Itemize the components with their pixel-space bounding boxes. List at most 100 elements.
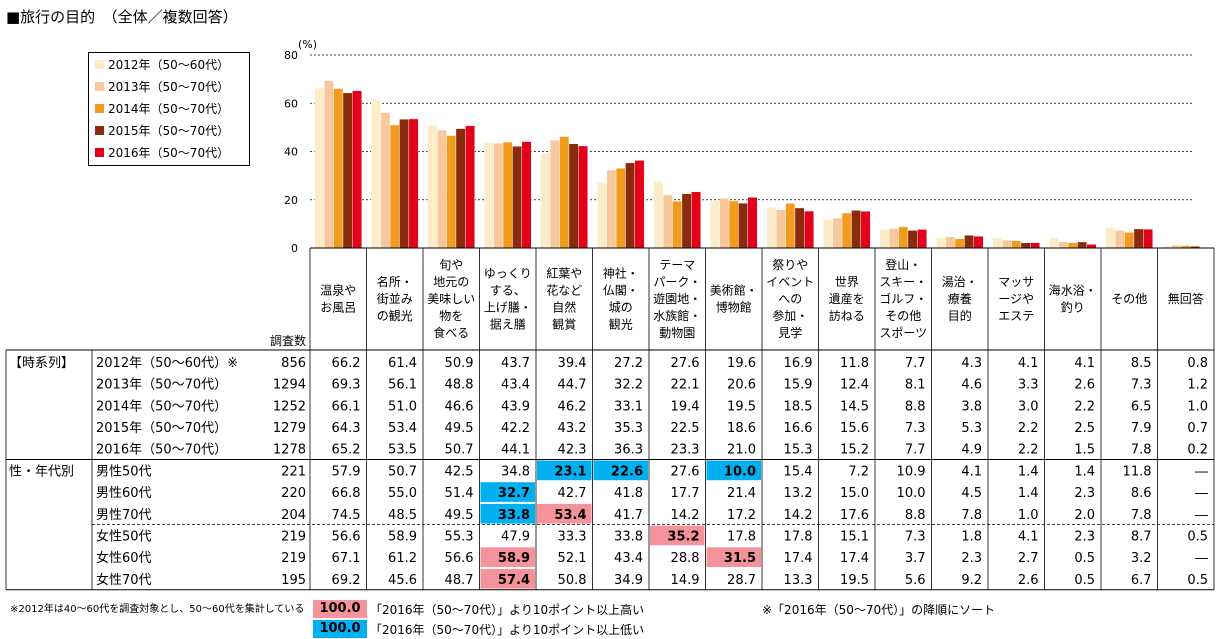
highlight-cell bbox=[480, 482, 535, 502]
row-n-value: 219 bbox=[281, 551, 306, 566]
bar bbox=[352, 90, 362, 249]
bar bbox=[879, 229, 890, 249]
x-category-label: 祭りやイベントへの参加・見学 bbox=[766, 258, 814, 340]
bar bbox=[728, 200, 739, 249]
table-cell: 48.7 bbox=[445, 573, 474, 588]
legend-swatch bbox=[95, 125, 104, 135]
legend-swatch bbox=[95, 81, 104, 91]
table-cell: 10.0 bbox=[897, 486, 926, 501]
bar bbox=[954, 238, 965, 249]
row-n-value: 195 bbox=[281, 573, 306, 588]
table-cell: 51.4 bbox=[445, 486, 474, 501]
table-cell: 17.7 bbox=[671, 486, 700, 501]
table-cell: 6.5 bbox=[1131, 399, 1152, 414]
bar bbox=[408, 118, 419, 249]
bar bbox=[502, 141, 513, 249]
table-cell: 23.1 bbox=[554, 464, 586, 479]
bar bbox=[1133, 228, 1144, 249]
table-cell: 66.2 bbox=[332, 356, 361, 371]
table-cell: 5.3 bbox=[961, 421, 982, 436]
table-cell: 8.5 bbox=[1131, 356, 1152, 371]
row-group-label: 性・年代別 bbox=[9, 464, 74, 479]
x-category-label: 湯治・療養目的 bbox=[942, 275, 978, 323]
bar bbox=[738, 202, 749, 249]
row-n-value: 1252 bbox=[273, 399, 306, 414]
table-cell: 39.4 bbox=[558, 356, 587, 371]
key-low-swatch: 100.0 bbox=[313, 620, 367, 638]
table-cell: 11.8 bbox=[1123, 464, 1152, 479]
table-cell: 1.8 bbox=[961, 529, 982, 544]
x-category-label: 紅葉や花など自然観賞 bbox=[546, 267, 582, 332]
row-label: 2015年（50～70代） bbox=[96, 421, 227, 436]
y-tick-label: 0 bbox=[291, 242, 298, 255]
y-tick-label: 20 bbox=[284, 194, 298, 207]
table-cell: 4.1 bbox=[961, 464, 982, 479]
table-cell: 0.7 bbox=[1187, 421, 1208, 436]
legend-label: 2012年（50～60代） bbox=[108, 57, 230, 72]
row-label: 2013年（50～70代） bbox=[96, 378, 227, 393]
table-cell: 46.6 bbox=[445, 399, 474, 414]
x-category-label: ゆっくりする、上げ膳・据え膳 bbox=[484, 267, 532, 332]
table-cell: 48.8 bbox=[445, 378, 474, 393]
table-cell: 69.3 bbox=[332, 378, 361, 393]
table-cell: 1.4 bbox=[1018, 486, 1039, 501]
bar bbox=[606, 170, 617, 249]
table-cell: 7.3 bbox=[1131, 378, 1152, 393]
table-cell: 14.2 bbox=[671, 508, 700, 523]
table-cell: 10.0 bbox=[724, 464, 756, 479]
key-high-label: 「2016年（50～70代）」より10ポイント以上高い bbox=[370, 603, 645, 617]
bar bbox=[973, 235, 984, 249]
table-cell: ― bbox=[1195, 464, 1208, 479]
x-category-label: マッサージやエステ bbox=[998, 275, 1034, 323]
table-cell: 7.7 bbox=[905, 356, 926, 371]
row-label: 男性70代 bbox=[96, 508, 152, 523]
table-cell: 46.2 bbox=[558, 399, 587, 414]
table-cell: 6.7 bbox=[1131, 573, 1152, 588]
table-cell: 22.6 bbox=[611, 464, 643, 479]
bar bbox=[371, 99, 381, 249]
table-cell: 67.1 bbox=[332, 551, 361, 566]
bar bbox=[1067, 242, 1078, 249]
table-cell: 35.3 bbox=[614, 421, 643, 436]
table-cell: 7.3 bbox=[905, 529, 926, 544]
table-cell: 14.9 bbox=[671, 573, 700, 588]
table-cell: 20.6 bbox=[727, 378, 756, 393]
table-cell: 66.8 bbox=[332, 486, 361, 501]
table-cell: 55.3 bbox=[445, 529, 474, 544]
table-cell: 4.1 bbox=[1018, 356, 1039, 371]
table-cell: 15.1 bbox=[840, 529, 869, 544]
bar bbox=[1086, 244, 1097, 249]
highlight-cell bbox=[480, 503, 535, 524]
table-cell: 15.4 bbox=[784, 464, 813, 479]
bar bbox=[559, 136, 570, 249]
bar bbox=[681, 193, 692, 249]
table-cell: 47.9 bbox=[501, 529, 530, 544]
bar bbox=[323, 80, 334, 249]
highlight-cell bbox=[706, 547, 761, 567]
bar bbox=[484, 142, 494, 249]
x-category-label: 美術館・博物館 bbox=[710, 283, 758, 315]
bar bbox=[1143, 228, 1153, 249]
table-cell: 3.8 bbox=[961, 399, 982, 414]
key-low-label: 「2016年（50～70代）」より10ポイント以上低い bbox=[370, 623, 645, 637]
table-cell: 15.6 bbox=[840, 421, 869, 436]
table-cell: 44.7 bbox=[558, 378, 587, 393]
table-cell: 8.1 bbox=[905, 378, 926, 393]
row-label: 女性70代 bbox=[96, 572, 152, 588]
table-cell: 61.2 bbox=[388, 551, 417, 566]
table-cell: 34.9 bbox=[614, 573, 643, 588]
bar bbox=[1020, 242, 1031, 249]
table-cell: 2.0 bbox=[1074, 508, 1095, 523]
table-cell: 3.3 bbox=[1018, 378, 1039, 393]
table-cell: 65.2 bbox=[332, 443, 361, 458]
bar bbox=[380, 112, 391, 249]
table-cell: 58.9 bbox=[388, 529, 417, 544]
legend-swatch bbox=[95, 147, 104, 157]
bar bbox=[615, 167, 626, 249]
y-tick-label: 80 bbox=[284, 49, 298, 62]
table-cell: 19.6 bbox=[727, 356, 756, 371]
y-axis-unit: (%) bbox=[298, 38, 318, 51]
bar bbox=[1124, 232, 1135, 249]
table-cell: ― bbox=[1195, 508, 1208, 523]
table-cell: 13.3 bbox=[784, 573, 813, 588]
